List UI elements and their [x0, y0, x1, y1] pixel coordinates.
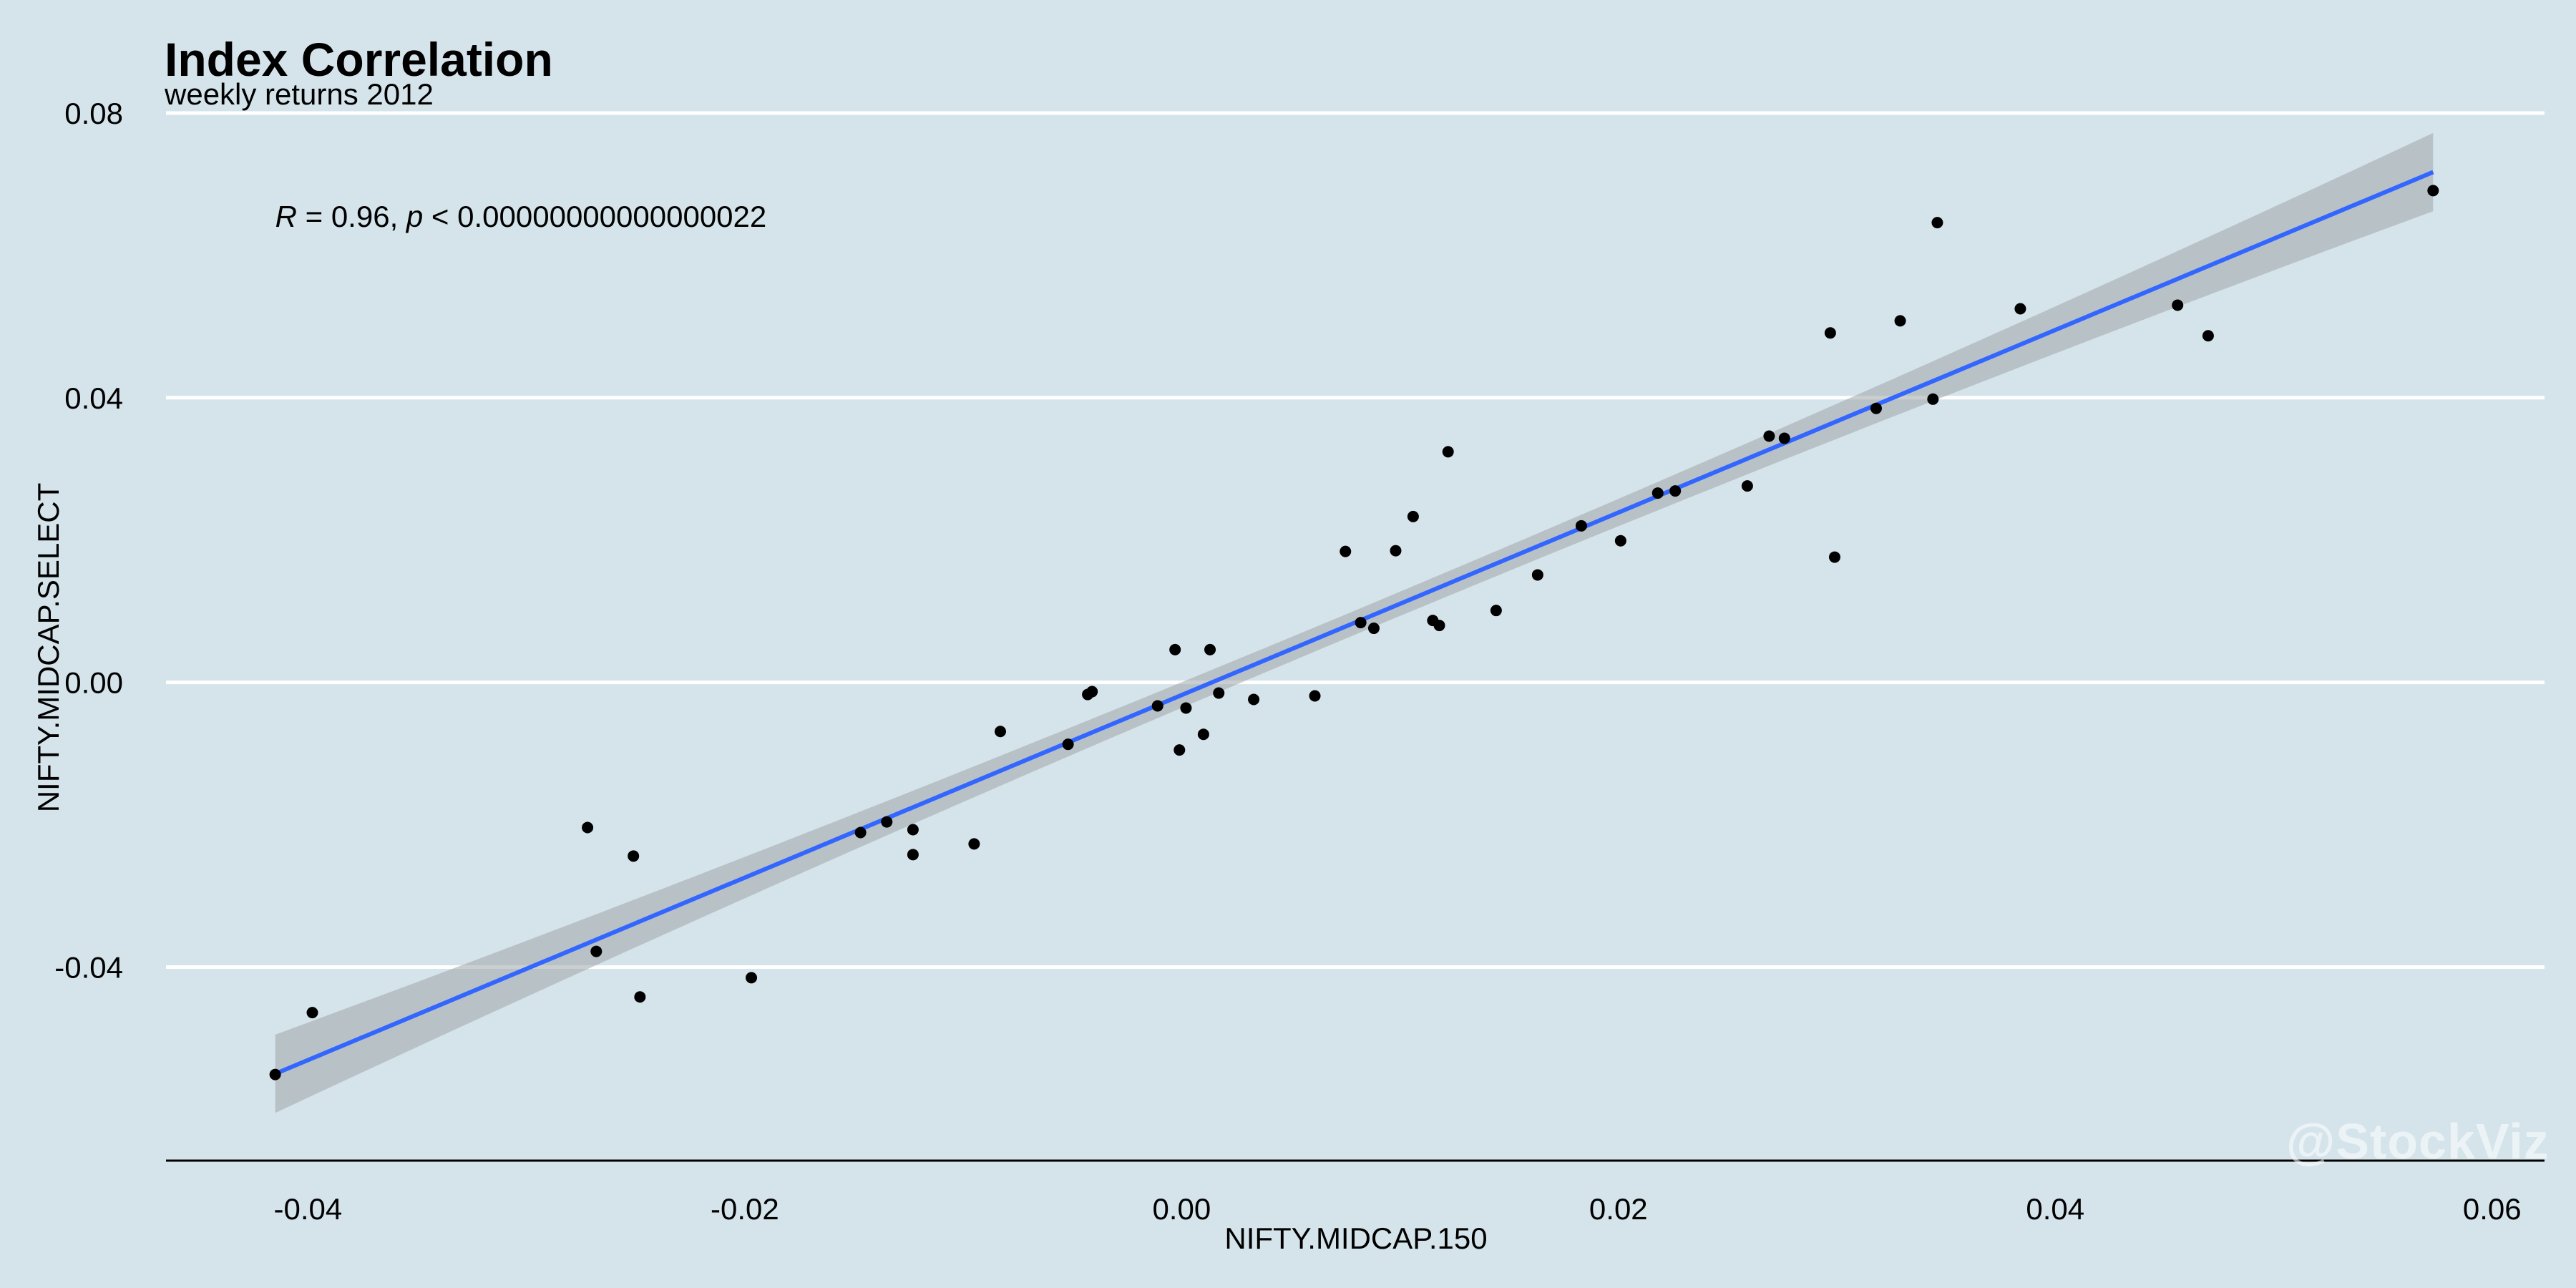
p-value: < 0.00000000000000022 [423, 200, 766, 233]
data-point [1442, 446, 1454, 458]
data-point [2172, 299, 2184, 311]
data-point [1778, 432, 1790, 444]
data-point [1407, 510, 1419, 522]
data-points [269, 185, 2439, 1080]
x-axis-ticks: -0.04 -0.02 0.00 0.02 0.04 0.06 [274, 1192, 2522, 1226]
x-tick-label: 0.02 [1589, 1192, 1648, 1226]
data-point [1367, 623, 1380, 635]
watermark-logo: @StockViz [2286, 1113, 2550, 1169]
data-point [881, 816, 893, 828]
x-tick-label: 0.00 [1152, 1192, 1211, 1226]
data-point [1741, 480, 1753, 492]
regression-line-layer [274, 170, 2434, 1076]
regression-line [274, 170, 2434, 1076]
data-point [1652, 487, 1664, 499]
data-point [1180, 702, 1192, 714]
data-point [306, 1007, 318, 1019]
data-point [1340, 545, 1352, 557]
y-tick-label: 0.08 [64, 97, 123, 130]
data-point [994, 726, 1006, 738]
data-point [746, 972, 758, 984]
data-point [854, 826, 867, 839]
data-point [1248, 693, 1260, 706]
data-point [968, 838, 980, 850]
p-symbol: p [405, 200, 423, 233]
data-point [1355, 617, 1367, 629]
r-symbol: R [275, 200, 297, 233]
data-point [1086, 686, 1098, 698]
data-point [1763, 430, 1775, 442]
data-point [1309, 690, 1321, 702]
data-point [1669, 485, 1682, 497]
y-axis-title: NIFTY.MIDCAP.SELECT [31, 483, 65, 813]
data-point [1204, 643, 1216, 655]
data-point [582, 821, 594, 834]
x-tick-label: 0.04 [2026, 1192, 2084, 1226]
x-tick-label: -0.02 [711, 1192, 779, 1226]
x-tick-label: 0.06 [2463, 1192, 2522, 1226]
data-point [1169, 643, 1181, 655]
data-point [634, 991, 646, 1003]
y-axis-ticks: -0.04 0.00 0.04 0.08 [54, 97, 123, 985]
chart-title: Index Correlation [165, 33, 553, 86]
data-point [1894, 315, 1906, 327]
data-point [1213, 687, 1225, 699]
data-point [1614, 535, 1626, 547]
chart-subtitle: weekly returns 2012 [164, 77, 434, 111]
data-point [1390, 545, 1402, 557]
data-point [2014, 303, 2026, 315]
y-tick-label: 0.04 [64, 381, 123, 415]
data-point [269, 1068, 281, 1080]
data-point [590, 945, 602, 957]
data-point [1931, 217, 1943, 229]
data-point [1927, 393, 1939, 405]
data-point [1575, 519, 1587, 532]
data-point [1062, 738, 1074, 751]
data-point [2202, 330, 2214, 342]
data-point [628, 850, 640, 862]
data-point [1531, 569, 1543, 581]
data-point [1151, 700, 1163, 712]
data-point [2427, 185, 2439, 197]
data-point [1197, 728, 1209, 741]
y-tick-label: -0.04 [54, 950, 123, 984]
y-tick-label: 0.00 [64, 666, 123, 700]
data-point [907, 824, 919, 836]
data-point [1490, 605, 1502, 617]
data-point [907, 849, 919, 861]
data-point [1828, 551, 1840, 563]
x-tick-label: -0.04 [274, 1192, 343, 1226]
data-point [1433, 620, 1445, 632]
r-value: = 0.96, [297, 200, 406, 233]
data-point [1824, 327, 1836, 339]
data-point [1870, 402, 1882, 414]
data-point [1174, 744, 1186, 756]
x-axis-title: NIFTY.MIDCAP.150 [1224, 1221, 1487, 1255]
correlation-annotation: R = 0.96, p < 0.00000000000000022 [275, 200, 767, 233]
